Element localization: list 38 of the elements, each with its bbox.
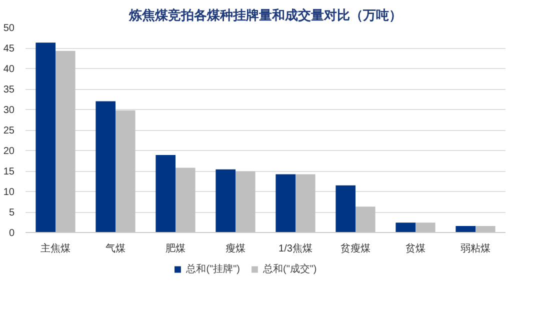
y-tick-label: 35 [3, 84, 15, 96]
y-tick-label: 25 [3, 126, 15, 136]
y-tick-label: 50 [3, 23, 15, 34]
y-tick-label: 45 [3, 44, 15, 54]
bar [276, 174, 296, 232]
bar [156, 155, 176, 232]
bar [176, 168, 196, 232]
chart-title: 炼焦煤竞拍各煤种挂牌量和成交量对比（万吨） [128, 8, 402, 22]
bar [336, 185, 356, 232]
x-tick-label: 气煤 [106, 242, 126, 254]
y-tick-label: 0 [8, 228, 15, 239]
bar [416, 222, 436, 232]
bar [96, 101, 116, 232]
bar [476, 226, 496, 232]
x-tick-label: 贫瘦煤 [340, 242, 370, 254]
y-tick-label: 15 [3, 166, 15, 178]
y-tick-label: 5 [8, 208, 15, 218]
x-tick-label: 主焦煤 [40, 242, 70, 254]
legend-label: 总和("成交") [262, 262, 317, 276]
bar [396, 222, 416, 232]
y-tick-label: 30 [3, 105, 15, 116]
y-tick-label: 10 [3, 187, 15, 198]
x-tick-label: 肥煤 [166, 242, 186, 254]
bar [296, 174, 316, 232]
x-tick-label: 瘦煤 [226, 242, 246, 254]
bar [216, 169, 236, 232]
bar [56, 50, 76, 232]
bar [456, 226, 476, 232]
y-tick-label: 40 [3, 64, 15, 75]
y-tick-label: 20 [3, 146, 15, 157]
bar [36, 42, 56, 232]
x-tick-label: 弱粘煤 [460, 242, 490, 254]
x-tick-label: 1/3焦煤 [278, 242, 312, 254]
bar [116, 110, 136, 232]
legend-label: 总和("挂牌") [186, 262, 240, 276]
bar [356, 206, 376, 232]
x-tick-label: 贫煤 [406, 242, 426, 254]
bar [236, 171, 256, 232]
